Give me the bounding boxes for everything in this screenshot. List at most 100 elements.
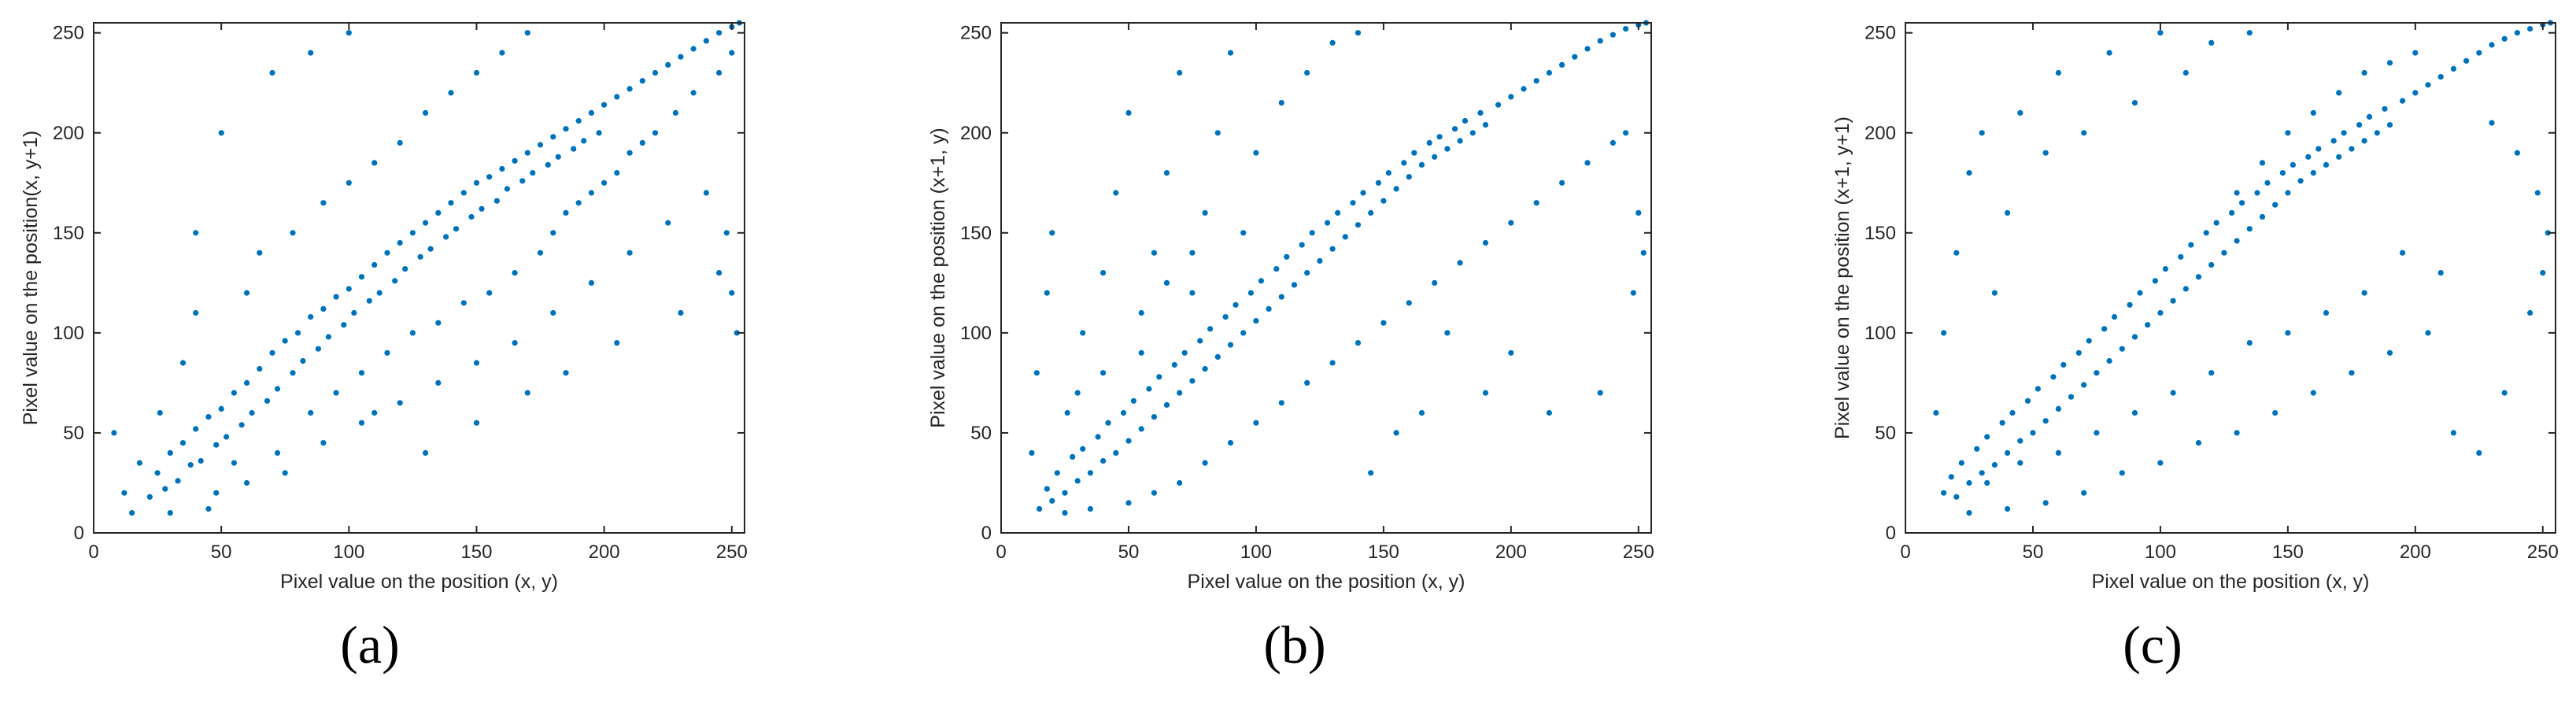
scatter-point bbox=[2545, 230, 2551, 236]
scatter-point bbox=[1240, 230, 1247, 236]
scatter-point bbox=[530, 170, 536, 176]
scatter-point bbox=[1457, 138, 1463, 144]
scatter-point bbox=[729, 290, 735, 296]
scatter-point bbox=[499, 50, 505, 56]
scatter-point bbox=[111, 430, 117, 436]
scatter-point bbox=[1469, 130, 1476, 136]
scatter-point bbox=[596, 130, 602, 136]
scatter-point bbox=[2315, 146, 2322, 152]
scatter-point bbox=[264, 398, 271, 404]
scatter-point bbox=[571, 146, 577, 152]
scatter-point bbox=[376, 290, 383, 296]
scatter-point bbox=[2254, 190, 2260, 196]
scatter-point bbox=[2501, 390, 2508, 396]
x-tick-label: 200 bbox=[2400, 542, 2431, 563]
scatter-point bbox=[1941, 330, 1947, 336]
scatter-point bbox=[2386, 349, 2393, 356]
scatter-point bbox=[1151, 490, 1157, 496]
scatter-point bbox=[417, 253, 423, 260]
scatter-point bbox=[1411, 150, 1417, 156]
scatter-point bbox=[187, 462, 194, 468]
scatter-plot-b: 0 50 100 150 200 250 0 50 100 150 200 250 Pixel valu… bbox=[927, 20, 1654, 593]
scatter-point bbox=[257, 250, 263, 256]
scatter-point bbox=[2323, 161, 2330, 168]
scatter-point bbox=[1533, 200, 1539, 206]
scatter-point bbox=[1546, 409, 1552, 416]
scatter-point bbox=[358, 274, 365, 280]
scatter-point bbox=[1329, 360, 1336, 366]
scatter-point bbox=[167, 510, 173, 516]
scatter-point bbox=[346, 30, 352, 36]
scatter-point bbox=[1100, 457, 1107, 464]
scatter-point bbox=[282, 338, 288, 344]
scatter-point bbox=[2042, 150, 2049, 156]
scatter-point bbox=[2285, 330, 2291, 336]
scatter-point bbox=[1151, 250, 1157, 256]
scatter-point bbox=[1080, 446, 1086, 452]
scatter-point bbox=[346, 179, 352, 186]
scatter-point bbox=[1197, 338, 1203, 344]
scatter-point bbox=[435, 209, 442, 216]
scatter-point bbox=[2050, 374, 2057, 380]
scatter-points bbox=[111, 20, 743, 516]
scatter-point bbox=[1393, 430, 1399, 436]
scatter-point bbox=[2285, 190, 2291, 196]
scatter-point bbox=[300, 357, 306, 364]
scatter-point bbox=[198, 457, 204, 464]
scatter-point bbox=[1444, 330, 1451, 336]
scatter-point bbox=[1508, 349, 1514, 356]
scatter-point bbox=[238, 422, 245, 428]
scatter-point bbox=[2323, 309, 2330, 316]
x-axis-label: Pixel value on the position (x, y) bbox=[1188, 571, 1465, 593]
scatter-point bbox=[2305, 153, 2312, 160]
scatter-point bbox=[1120, 409, 1127, 416]
scatter-point bbox=[1029, 449, 1035, 457]
scatter-point bbox=[2330, 138, 2337, 144]
scatter-point bbox=[1342, 234, 1348, 240]
scatter-point bbox=[537, 142, 544, 148]
scatter-point bbox=[320, 305, 327, 312]
scatter-point bbox=[1477, 109, 1484, 116]
scatter-point bbox=[1278, 100, 1284, 106]
scatter-point bbox=[563, 209, 569, 216]
scatter-point bbox=[486, 174, 493, 180]
scatter-point bbox=[2341, 130, 2347, 136]
y-tick-label: 200 bbox=[960, 123, 992, 144]
scatter-point bbox=[1222, 314, 1229, 320]
scatter-point bbox=[2081, 382, 2087, 388]
scatter-point bbox=[2259, 213, 2266, 220]
scatter-point bbox=[2412, 50, 2419, 56]
scatter-point bbox=[1202, 209, 1208, 216]
scatter-point bbox=[384, 349, 390, 356]
scatter-point bbox=[1278, 294, 1284, 300]
scatter-point bbox=[1953, 250, 1960, 256]
scatter-point bbox=[2042, 500, 2049, 506]
caption-c: (c) bbox=[2123, 615, 2182, 675]
scatter-point bbox=[427, 246, 434, 252]
scatter-point bbox=[1953, 494, 1960, 500]
y-tick-label: 100 bbox=[53, 323, 84, 344]
scatter-point bbox=[2075, 349, 2082, 356]
scatter-point bbox=[723, 230, 730, 236]
y-tick-label: 150 bbox=[53, 223, 84, 244]
scatter-point bbox=[1444, 146, 1451, 152]
scatter-point bbox=[2234, 430, 2240, 436]
scatter-point bbox=[665, 61, 671, 68]
scatter-point bbox=[614, 340, 620, 346]
scatter-point bbox=[435, 379, 442, 386]
scatter-point bbox=[2514, 30, 2520, 36]
scatter-point bbox=[2005, 449, 2011, 457]
scatter-point bbox=[409, 330, 416, 336]
scatter-point bbox=[2208, 261, 2215, 268]
scatter-point bbox=[1623, 130, 1629, 136]
x-tick-label: 250 bbox=[2527, 542, 2559, 563]
scatter-point bbox=[1304, 379, 1310, 386]
scatter-point bbox=[1074, 478, 1081, 484]
scatter-point bbox=[1966, 479, 1972, 486]
y-axis-label: Pixel value on the position (x+1, y) bbox=[927, 128, 949, 427]
scatter-point bbox=[269, 69, 275, 76]
scatter-point bbox=[519, 178, 526, 184]
scatter-point bbox=[1095, 434, 1101, 440]
x-tick-label: 0 bbox=[996, 542, 1006, 563]
scatter-point bbox=[473, 420, 480, 426]
